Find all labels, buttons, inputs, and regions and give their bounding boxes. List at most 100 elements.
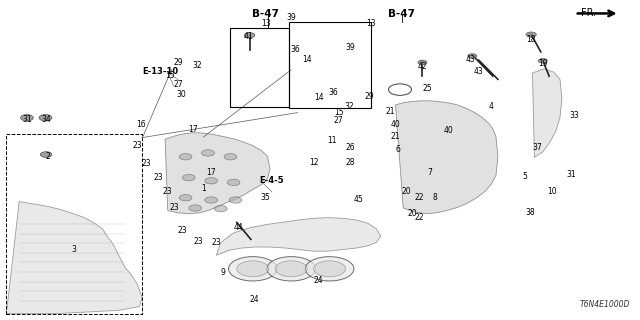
Circle shape [189, 205, 202, 211]
Text: 30: 30 [177, 90, 187, 99]
Text: 7: 7 [428, 168, 433, 177]
Text: T6N4E1000D: T6N4E1000D [580, 300, 630, 309]
Text: E-13-10: E-13-10 [142, 68, 178, 76]
Circle shape [305, 257, 354, 281]
Circle shape [229, 197, 242, 203]
Text: 10: 10 [547, 187, 557, 196]
Text: 23: 23 [141, 159, 151, 168]
Polygon shape [165, 133, 270, 214]
Text: 21: 21 [391, 132, 400, 141]
Circle shape [205, 197, 218, 203]
Circle shape [468, 54, 477, 58]
Circle shape [538, 59, 547, 63]
Polygon shape [6, 202, 142, 314]
Text: FR.: FR. [581, 8, 596, 18]
Circle shape [39, 115, 52, 121]
Text: 23: 23 [211, 238, 221, 247]
Text: 36: 36 [291, 45, 301, 54]
Text: 23: 23 [132, 141, 143, 150]
Text: 5: 5 [522, 172, 527, 181]
Text: 2: 2 [45, 152, 51, 161]
Text: 20: 20 [408, 209, 418, 218]
Text: 22: 22 [415, 193, 424, 202]
Circle shape [418, 60, 427, 65]
Text: 21: 21 [386, 108, 395, 116]
Text: 41: 41 [243, 32, 253, 41]
Text: 8: 8 [433, 193, 438, 202]
Circle shape [224, 154, 237, 160]
Text: 19: 19 [538, 59, 548, 68]
Text: 3: 3 [71, 245, 76, 254]
Text: 23: 23 [177, 226, 188, 235]
Circle shape [314, 261, 346, 277]
Text: 16: 16 [136, 120, 146, 129]
Text: 31: 31 [22, 116, 32, 124]
Text: 15: 15 [164, 71, 175, 80]
Text: 24: 24 [314, 276, 324, 285]
Circle shape [267, 257, 316, 281]
Polygon shape [532, 69, 562, 157]
Text: 28: 28 [346, 158, 355, 167]
Circle shape [179, 195, 192, 201]
Text: 9: 9 [220, 268, 225, 277]
Text: 37: 37 [532, 143, 543, 152]
Circle shape [275, 261, 307, 277]
Text: 27: 27 [173, 80, 183, 89]
Text: 15: 15 [334, 108, 344, 117]
Circle shape [244, 33, 255, 38]
Text: 39: 39 [346, 43, 356, 52]
Text: 26: 26 [346, 143, 356, 152]
Text: E-4-5: E-4-5 [259, 176, 284, 185]
Text: 12: 12 [309, 158, 318, 167]
Circle shape [205, 178, 218, 184]
Text: 31: 31 [566, 170, 576, 179]
Text: 23: 23 [153, 173, 163, 182]
Text: 14: 14 [302, 55, 312, 64]
Text: 4: 4 [489, 102, 494, 111]
Text: 14: 14 [314, 93, 324, 102]
Text: 36: 36 [328, 88, 338, 97]
Text: 27: 27 [333, 116, 343, 125]
Text: 24: 24 [250, 295, 260, 304]
Text: 42: 42 [417, 62, 428, 71]
Circle shape [214, 205, 227, 212]
Circle shape [526, 32, 536, 37]
Circle shape [182, 174, 195, 181]
Circle shape [40, 152, 52, 157]
Circle shape [202, 150, 214, 156]
Text: 18: 18 [527, 35, 536, 44]
Text: 34: 34 [41, 116, 51, 124]
Text: 20: 20 [401, 187, 412, 196]
Circle shape [20, 115, 33, 121]
Text: 32: 32 [192, 61, 202, 70]
Text: 1: 1 [201, 184, 206, 193]
Text: 29: 29 [173, 58, 183, 67]
Text: 17: 17 [206, 168, 216, 177]
Circle shape [179, 154, 192, 160]
Bar [6, 134, 142, 314]
Polygon shape [396, 101, 498, 214]
Text: 11: 11 [327, 136, 336, 145]
Text: 23: 23 [169, 204, 179, 212]
Text: 39: 39 [286, 13, 296, 22]
Text: 35: 35 [260, 193, 271, 202]
Text: 25: 25 [422, 84, 433, 93]
Text: 29: 29 [364, 92, 374, 101]
Circle shape [237, 261, 269, 277]
Text: 40: 40 [390, 120, 401, 129]
Text: 32: 32 [344, 102, 354, 111]
Circle shape [228, 257, 277, 281]
Text: 23: 23 [163, 188, 173, 196]
Text: 13: 13 [260, 20, 271, 28]
Text: 43: 43 [474, 67, 484, 76]
Bar [289, 22, 371, 108]
Text: 45: 45 [353, 195, 364, 204]
Bar [230, 28, 289, 107]
Text: 13: 13 [366, 20, 376, 28]
Text: 22: 22 [415, 213, 424, 222]
Polygon shape [216, 218, 381, 255]
Text: 38: 38 [525, 208, 535, 217]
Text: B-47: B-47 [388, 9, 415, 20]
Text: 23: 23 [193, 237, 204, 246]
Text: 40: 40 [443, 126, 453, 135]
